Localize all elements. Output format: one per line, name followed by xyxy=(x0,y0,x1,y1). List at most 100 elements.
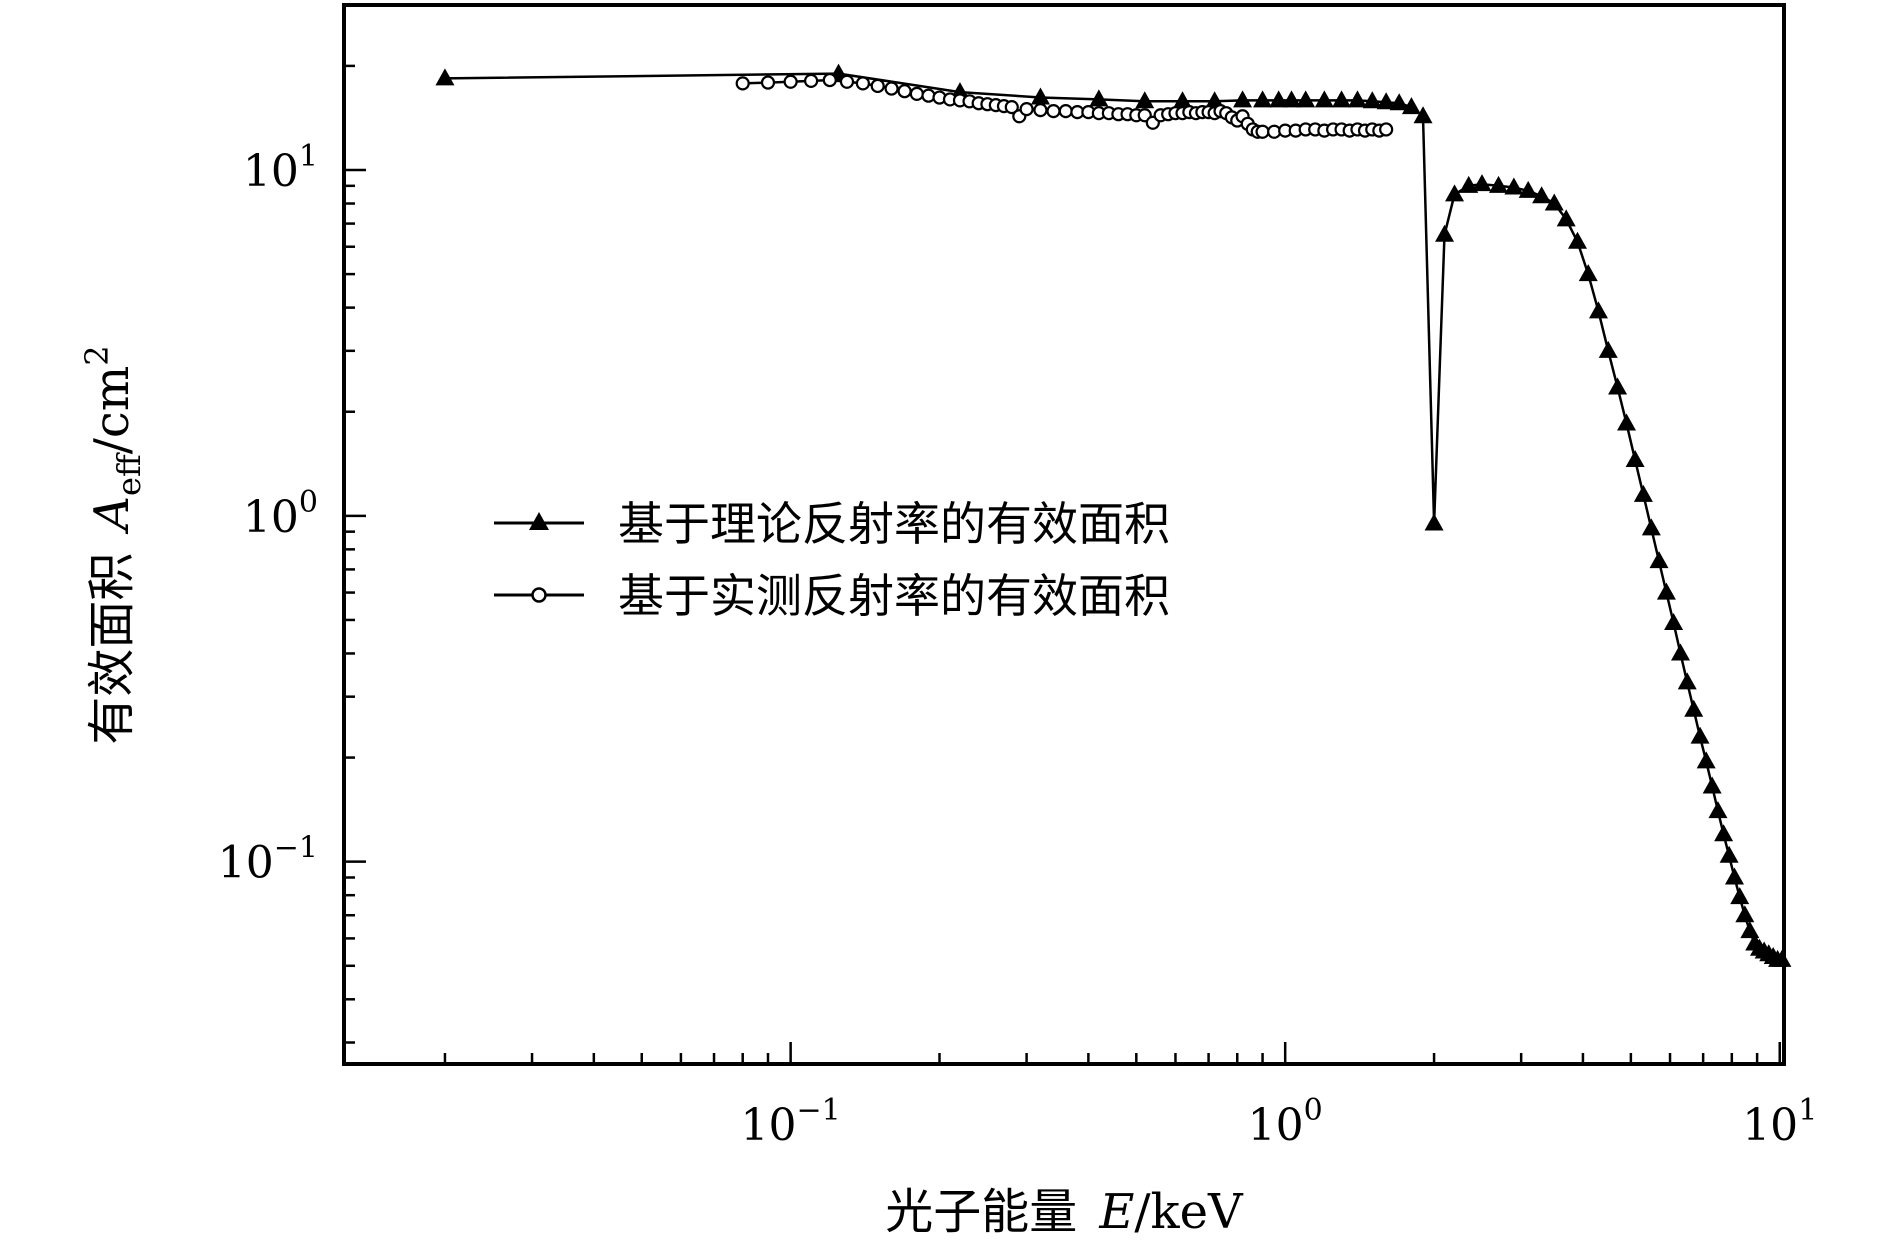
data-point-circle xyxy=(822,72,837,88)
data-point-triangle xyxy=(1617,413,1637,431)
data-point-triangle xyxy=(1269,90,1289,108)
data-point-circle xyxy=(909,86,924,101)
data-point-triangle xyxy=(1588,301,1608,319)
data-point-triangle xyxy=(1641,518,1661,536)
legend-label-measured: 基于实测反射率的有效面积 xyxy=(618,569,1170,623)
data-point-triangle xyxy=(1532,186,1552,204)
y-tick-label: 10−1 xyxy=(218,831,318,889)
data-point-circle xyxy=(783,74,798,89)
y-axis-title-text: 有效面积 xyxy=(84,553,140,745)
data-point-triangle xyxy=(1089,89,1109,107)
data-point-triangle xyxy=(1724,867,1744,885)
y-tick-label: 100 xyxy=(243,485,318,543)
data-point-circle xyxy=(839,74,855,89)
x-axis-title: 光子能量 E/keV xyxy=(885,1184,1244,1240)
data-point-triangle xyxy=(1173,91,1193,109)
data-point-triangle xyxy=(1556,209,1576,227)
data-point-triangle xyxy=(1664,612,1684,630)
data-point-triangle xyxy=(1702,776,1722,794)
data-point-triangle xyxy=(1389,93,1409,111)
data-point-triangle xyxy=(1518,180,1538,198)
x-tick-label: 100 xyxy=(1248,1093,1323,1151)
y-tick-label: 101 xyxy=(243,139,318,197)
data-point-triangle xyxy=(1362,91,1382,109)
y-axis-title-symbol: A xyxy=(84,496,140,535)
data-point-triangle xyxy=(1772,949,1792,967)
data-point-triangle xyxy=(1677,672,1697,690)
data-point-triangle xyxy=(1296,90,1316,108)
x-axis-title-symbol: E xyxy=(1098,1184,1134,1240)
legend-marker-triangle xyxy=(529,512,549,530)
data-point-triangle xyxy=(1472,174,1492,192)
legend-marker-circle xyxy=(531,587,547,603)
data-point-triangle xyxy=(435,68,455,86)
data-point-triangle xyxy=(1608,377,1628,395)
data-point-circle xyxy=(870,78,885,94)
data-point-triangle xyxy=(1684,699,1704,717)
series-measured xyxy=(735,72,1394,139)
data-point-triangle xyxy=(1568,231,1588,249)
data-point-triangle xyxy=(1030,87,1050,105)
data-point-triangle xyxy=(1376,92,1396,110)
data-point-circle xyxy=(1046,104,1061,119)
data-point-triangle xyxy=(1205,91,1225,109)
data-point-triangle xyxy=(1445,184,1465,202)
data-point-triangle xyxy=(1656,582,1676,600)
data-point-triangle xyxy=(1690,726,1710,744)
series-layer xyxy=(435,63,1792,967)
data-point-triangle xyxy=(1735,905,1755,923)
data-point-triangle xyxy=(1413,106,1433,124)
data-point-circle xyxy=(897,84,912,99)
data-point-triangle xyxy=(1578,264,1598,282)
data-point-triangle xyxy=(1504,177,1524,195)
data-point-triangle xyxy=(1459,175,1479,193)
data-point-circle xyxy=(1379,122,1394,137)
x-tick-label: 10−1 xyxy=(741,1093,841,1151)
x-tick-label: 101 xyxy=(1742,1093,1817,1151)
data-point-triangle xyxy=(1314,90,1334,108)
data-point-triangle xyxy=(1489,175,1509,193)
x-axis-title-unit: /keV xyxy=(1134,1184,1244,1240)
data-point-circle xyxy=(1033,103,1048,118)
data-point-triangle xyxy=(1424,513,1444,531)
data-point-circle xyxy=(884,81,899,96)
legend: 基于理论反射率的有效面积 基于实测反射率的有效面积 xyxy=(494,497,1170,623)
data-point-triangle xyxy=(1253,90,1273,108)
data-point-circle xyxy=(804,73,819,88)
labels-layer: 10−1 100 101 10−1 100 101 xyxy=(218,139,1818,1151)
y-axis-title-subscript: eff xyxy=(110,452,148,496)
data-point-triangle xyxy=(1401,97,1421,115)
x-axis-title-text: 光子能量 xyxy=(885,1184,1077,1240)
data-point-circle xyxy=(1058,104,1073,119)
data-point-triangle xyxy=(1730,887,1750,905)
data-point-triangle xyxy=(1332,90,1352,108)
data-point-triangle xyxy=(1714,824,1734,842)
y-axis-title: 有效面积 Aeff/cm2 xyxy=(78,345,148,744)
y-axis-title-unit: /cm xyxy=(84,366,140,455)
data-point-triangle xyxy=(1282,90,1302,108)
legend-label-theory: 基于理论反射率的有效面积 xyxy=(618,497,1170,551)
data-point-triangle xyxy=(1671,643,1691,661)
data-point-circle xyxy=(1255,124,1270,139)
series-theory xyxy=(435,63,1792,967)
data-point-triangle xyxy=(1435,224,1455,242)
y-axis-title-superscript: 2 xyxy=(78,345,116,365)
data-point-circle xyxy=(1019,102,1034,117)
data-point-circle xyxy=(760,75,776,90)
series-line xyxy=(444,72,1782,962)
plot-frame xyxy=(342,3,1786,1066)
data-point-circle xyxy=(855,76,870,91)
data-point-triangle xyxy=(1135,91,1155,109)
data-point-triangle xyxy=(1625,450,1645,468)
data-point-triangle xyxy=(1633,484,1653,502)
data-point-circle xyxy=(1004,100,1019,115)
data-point-circle xyxy=(735,76,750,91)
data-point-triangle xyxy=(1708,801,1728,819)
data-point-triangle xyxy=(1696,751,1716,769)
data-point-triangle xyxy=(1719,845,1739,863)
data-point-triangle xyxy=(1598,340,1618,358)
data-point-triangle xyxy=(1233,90,1253,108)
data-point-triangle xyxy=(1347,90,1367,108)
